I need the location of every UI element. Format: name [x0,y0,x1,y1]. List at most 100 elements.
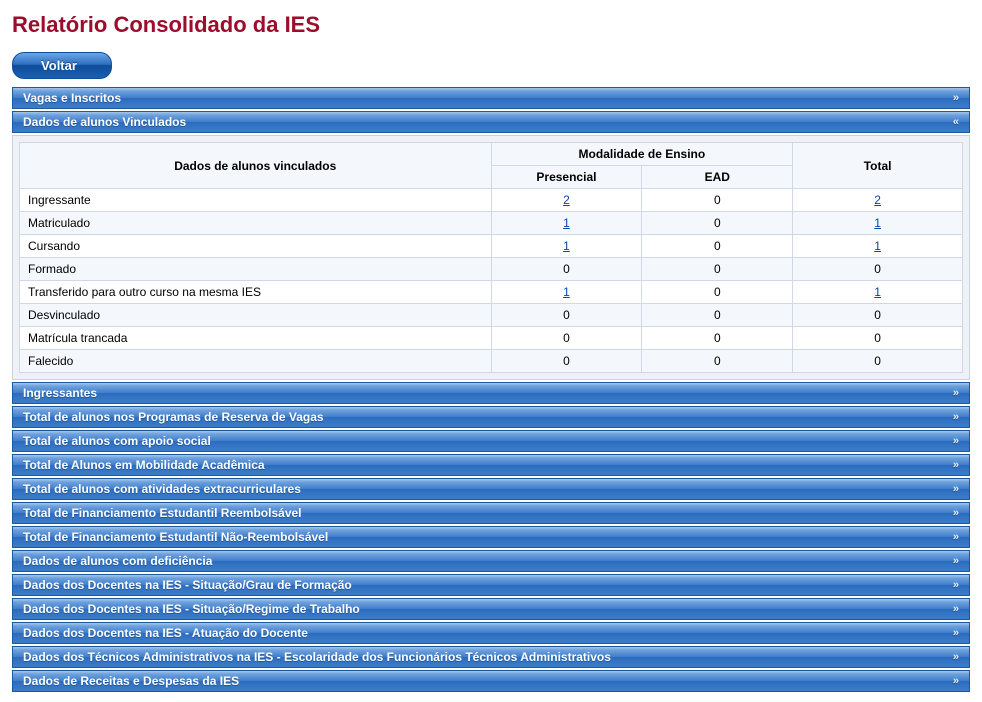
accordion-header[interactable]: Total de Financiamento Estudantil Não-Re… [12,526,970,548]
value-link[interactable]: 1 [874,216,881,230]
cell-ead: 0 [642,235,793,258]
cell-ead: 0 [642,189,793,212]
chevron-left-icon: « [953,116,959,128]
value-link[interactable]: 2 [563,193,570,207]
th-presencial: Presencial [491,166,642,189]
accordion-header-label: Dados de Receitas e Despesas da IES [23,674,239,688]
chevron-right-icon: » [953,483,959,495]
accordion-header-label: Ingressantes [23,386,97,400]
accordion-header[interactable]: Dados dos Docentes na IES - Situação/Gra… [12,574,970,596]
panel-body-dados-alunos-vinculados: Dados de alunos vinculados Modalidade de… [12,135,970,380]
cell-presencial: 0 [491,350,642,373]
row-label: Ingressante [20,189,492,212]
table-row: Matriculado 1 0 1 [20,212,963,235]
cell-presencial: 0 [491,327,642,350]
value-text: 0 [563,262,570,276]
cell-total: 1 [793,235,963,258]
value-link[interactable]: 1 [563,239,570,253]
value-link[interactable]: 1 [874,239,881,253]
th-total: Total [793,143,963,189]
cell-total: 2 [793,189,963,212]
table-row: Matrícula trancada 0 0 0 [20,327,963,350]
row-label: Matriculado [20,212,492,235]
chevron-right-icon: » [953,627,959,639]
chevron-right-icon: » [953,387,959,399]
accordion-header[interactable]: Dados de alunos com deficiência» [12,550,970,572]
row-label: Falecido [20,350,492,373]
accordion-header-dados-alunos-vinculados[interactable]: Dados de alunos Vinculados « [12,111,970,133]
value-text: 0 [563,354,570,368]
value-text: 0 [714,331,721,345]
value-link[interactable]: 1 [563,216,570,230]
cell-ead: 0 [642,212,793,235]
value-link[interactable]: 2 [874,193,881,207]
value-link[interactable]: 1 [563,285,570,299]
accordion-header-label: Total de Financiamento Estudantil Reembo… [23,506,302,520]
accordion-header-label: Dados dos Técnicos Administrativos na IE… [23,650,611,664]
value-text: 0 [874,331,881,345]
accordion-header[interactable]: Ingressantes » [12,382,970,404]
row-label: Transferido para outro curso na mesma IE… [20,281,492,304]
value-text: 0 [714,239,721,253]
chevron-right-icon: » [953,92,959,104]
accordion-container: Vagas e Inscritos» Dados de alunos Vincu… [12,87,970,692]
th-dados: Dados de alunos vinculados [20,143,492,189]
value-text: 0 [563,331,570,345]
table-row: Ingressante 2 0 2 [20,189,963,212]
cell-ead: 0 [642,350,793,373]
th-ead: EAD [642,166,793,189]
value-text: 0 [874,308,881,322]
chevron-right-icon: » [953,411,959,423]
row-label: Cursando [20,235,492,258]
cell-presencial: 0 [491,258,642,281]
chevron-right-icon: » [953,579,959,591]
th-modalidade: Modalidade de Ensino [491,143,793,166]
row-label: Matrícula trancada [20,327,492,350]
chevron-right-icon: » [953,459,959,471]
accordion-header-label: Total de alunos com atividades extracurr… [23,482,301,496]
cell-ead: 0 [642,304,793,327]
chevron-right-icon: » [953,651,959,663]
value-text: 0 [714,193,721,207]
value-text: 0 [714,216,721,230]
chevron-right-icon: » [953,531,959,543]
accordion-header[interactable]: Total de alunos com apoio social» [12,430,970,452]
chevron-right-icon: » [953,555,959,567]
accordion-header-label: Total de alunos com apoio social [23,434,211,448]
chevron-right-icon: » [953,507,959,519]
accordion-header[interactable]: Total de Financiamento Estudantil Reembo… [12,502,970,524]
value-link[interactable]: 1 [874,285,881,299]
cell-total: 0 [793,350,963,373]
cell-presencial: 1 [491,281,642,304]
row-label: Formado [20,258,492,281]
accordion-header-label: Total de Financiamento Estudantil Não-Re… [23,530,328,544]
accordion-header-label: Total de Alunos em Mobilidade Acadêmica [23,458,265,472]
value-text: 0 [714,285,721,299]
cell-presencial: 1 [491,212,642,235]
value-text: 0 [714,354,721,368]
back-button[interactable]: Voltar [12,52,112,79]
accordion-header[interactable]: Vagas e Inscritos» [12,87,970,109]
chevron-right-icon: » [953,603,959,615]
value-text: 0 [563,308,570,322]
cell-presencial: 1 [491,235,642,258]
accordion-header[interactable]: Dados dos Técnicos Administrativos na IE… [12,646,970,668]
value-text: 0 [714,262,721,276]
accordion-header[interactable]: Dados dos Docentes na IES - Atuação do D… [12,622,970,644]
table-row: Transferido para outro curso na mesma IE… [20,281,963,304]
cell-total: 0 [793,327,963,350]
accordion-header-label: Dados dos Docentes na IES - Atuação do D… [23,626,308,640]
value-text: 0 [714,308,721,322]
cell-presencial: 0 [491,304,642,327]
accordion-header[interactable]: Total de alunos nos Programas de Reserva… [12,406,970,428]
table-row: Desvinculado000 [20,304,963,327]
accordion-header[interactable]: Total de alunos com atividades extracurr… [12,478,970,500]
cell-total: 1 [793,212,963,235]
value-text: 0 [874,354,881,368]
table-row: Falecido 0 0 0 [20,350,963,373]
accordion-header[interactable]: Total de Alunos em Mobilidade Acadêmica » [12,454,970,476]
accordion-header-label: Total de alunos nos Programas de Reserva… [23,410,324,424]
accordion-header[interactable]: Dados dos Docentes na IES - Situação/Reg… [12,598,970,620]
chevron-right-icon: » [953,675,959,687]
table-row: Cursando 1 0 1 [20,235,963,258]
